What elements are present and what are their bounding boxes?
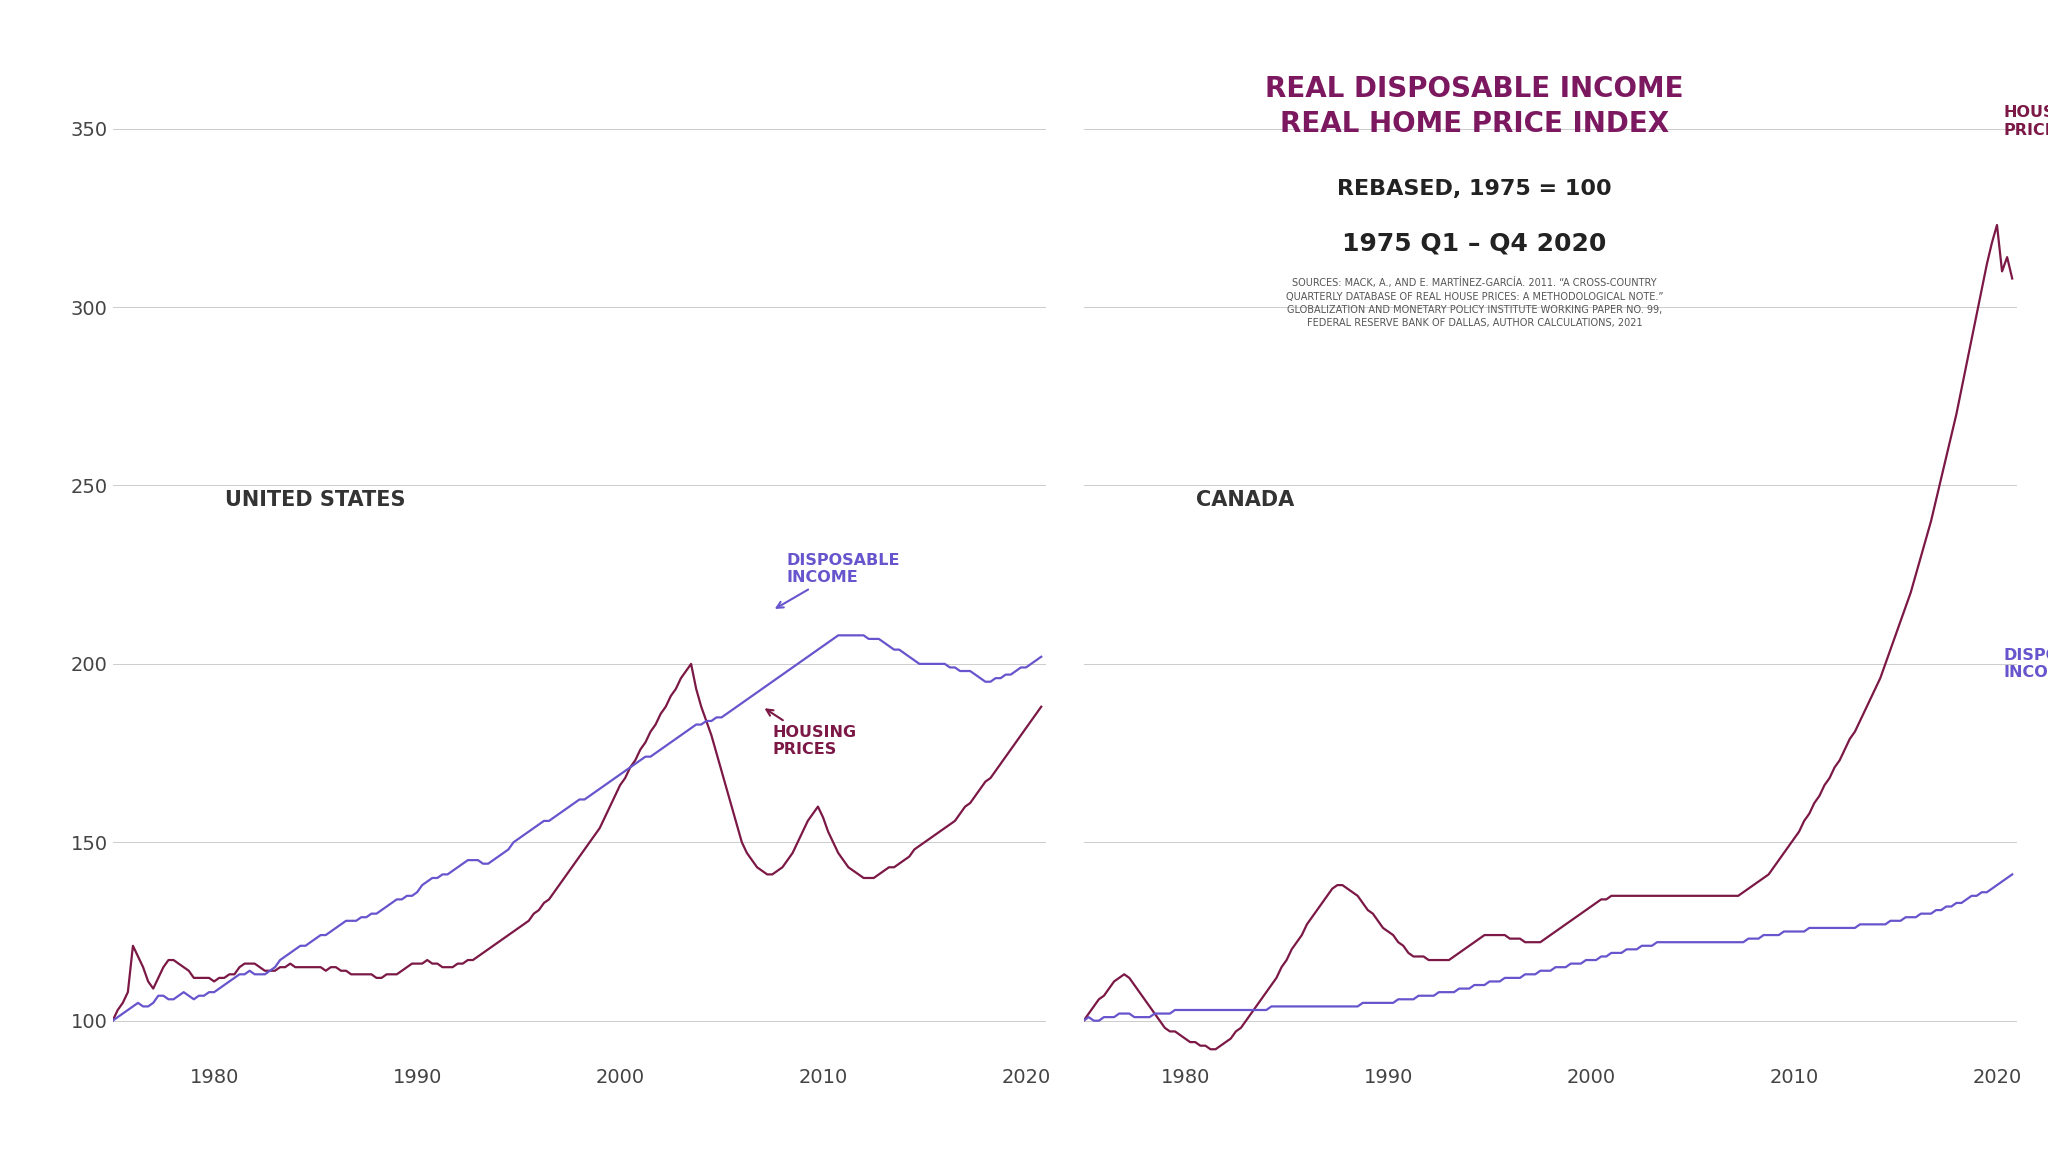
Text: DISPOSABLE
INCOME: DISPOSABLE INCOME [2003,647,2048,680]
Text: REAL DISPOSABLE INCOME
REAL HOME PRICE INDEX: REAL DISPOSABLE INCOME REAL HOME PRICE I… [1266,75,1683,138]
Text: DISPOSABLE
INCOME: DISPOSABLE INCOME [776,553,899,608]
Text: REBASED, 1975 = 100: REBASED, 1975 = 100 [1337,179,1612,199]
Text: 1975 Q1 – Q4 2020: 1975 Q1 – Q4 2020 [1341,231,1608,255]
Text: HOUSING
PRICES: HOUSING PRICES [766,710,856,757]
Text: HOUSING
PRICES: HOUSING PRICES [2003,105,2048,138]
Text: CANADA: CANADA [1196,490,1294,510]
Text: SOURCES: MACK, A., AND E. MARTÍNEZ-GARCÍA. 2011. “A CROSS-COUNTRY
QUARTERLY DATA: SOURCES: MACK, A., AND E. MARTÍNEZ-GARCÍ… [1286,277,1663,328]
Text: UNITED STATES: UNITED STATES [225,490,406,510]
